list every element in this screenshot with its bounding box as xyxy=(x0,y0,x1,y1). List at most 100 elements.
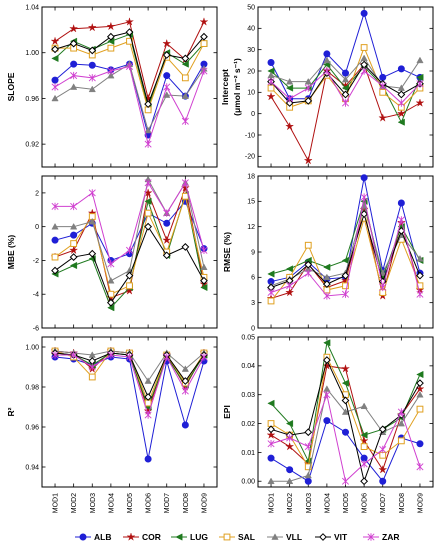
xtick-label-r2: MOD1 xyxy=(53,493,60,513)
point-ZAR xyxy=(379,283,387,292)
legend-item-VIT: VIT xyxy=(315,532,348,542)
point-ALB xyxy=(397,65,405,73)
point-ZAR xyxy=(88,74,96,82)
point-VIT xyxy=(181,377,190,385)
legend-item-ALB: ALB xyxy=(75,532,111,542)
point-ZAR xyxy=(304,442,312,451)
series-line-ZAR xyxy=(270,392,421,483)
point-VLL xyxy=(286,77,294,85)
series-line-ZAR xyxy=(54,65,205,146)
point-VLL xyxy=(267,477,275,485)
point-VIT xyxy=(51,266,59,275)
point-LUG xyxy=(416,370,424,379)
point-COR xyxy=(378,113,388,122)
legend-label-LUG: LUG xyxy=(190,532,208,542)
ytick-label-intercept: 40 xyxy=(247,26,255,33)
legend-label-ALB: ALB xyxy=(94,532,111,542)
ytick-label-rmse: 3 xyxy=(251,300,255,307)
point-VLL xyxy=(341,408,350,415)
legend-item-ZAR: ZAR xyxy=(363,532,399,542)
point-VLL xyxy=(144,377,152,384)
point-ZAR xyxy=(286,282,294,290)
point-SAL xyxy=(397,437,405,445)
point-ZAR xyxy=(323,67,331,75)
ylabel-epi: EPI xyxy=(222,405,232,419)
point-VIT xyxy=(322,280,331,288)
point-VIT xyxy=(322,356,331,364)
series-SAL-epi xyxy=(267,353,424,471)
xtick-label-r2: MOD9 xyxy=(201,493,208,513)
xtick-label-epi: MOD2 xyxy=(287,493,294,513)
point-VLL xyxy=(416,390,424,398)
point-ZAR xyxy=(267,77,275,86)
ytick-label-epi: 0.02 xyxy=(241,421,255,428)
point-ALB xyxy=(70,60,78,68)
ytick-label-epi: 0.04 xyxy=(241,363,255,370)
xtick-label-epi: MOD7 xyxy=(380,493,387,513)
point-COR xyxy=(285,287,295,297)
series-line-ALB xyxy=(54,356,205,460)
point-COR xyxy=(341,364,350,373)
point-COR xyxy=(162,235,172,244)
point-LUG xyxy=(267,270,275,278)
ytick-label-r2: 0.96 xyxy=(25,424,39,431)
point-ALB xyxy=(341,69,349,77)
point-VIT xyxy=(181,54,190,63)
legend-marker-SAL xyxy=(223,533,231,541)
point-ZAR xyxy=(416,463,424,471)
point-VIT xyxy=(51,45,59,54)
ytick-label-intercept: -10 xyxy=(245,132,255,139)
point-VIT xyxy=(267,425,275,434)
ytick-label-rmse: 9 xyxy=(251,249,255,256)
point-ALB xyxy=(379,477,387,485)
point-LUG xyxy=(181,60,189,68)
point-LUG xyxy=(341,84,349,92)
series-ZAR-epi xyxy=(267,390,424,485)
legend-label-ZAR: ZAR xyxy=(382,532,399,542)
ytick-label-slope: 0.92 xyxy=(25,142,39,149)
legend-marker-LUG xyxy=(175,533,183,541)
point-VIT xyxy=(304,428,313,437)
point-LUG xyxy=(341,379,349,387)
ytick-label-r2: 0.94 xyxy=(25,464,39,471)
point-VIT xyxy=(144,100,153,109)
point-ZAR xyxy=(304,84,312,92)
ylabel-r2: R² xyxy=(6,407,16,416)
ytick-label-mbe: 2 xyxy=(35,190,39,197)
point-VIT xyxy=(162,251,171,260)
point-SAL xyxy=(360,443,368,451)
point-ZAR xyxy=(125,246,134,255)
ytick-label-intercept: -20 xyxy=(245,154,255,161)
point-COR xyxy=(125,17,134,26)
point-VIT xyxy=(181,243,190,251)
ytick-label-slope: 0.96 xyxy=(25,96,39,103)
series-ZAR-slope xyxy=(51,62,208,148)
point-VIT xyxy=(397,90,406,99)
point-COR xyxy=(162,38,172,48)
xtick-label-epi: MOD6 xyxy=(362,493,369,513)
point-ZAR xyxy=(341,290,350,298)
point-ZAR xyxy=(397,408,405,416)
legend-marker-VIT xyxy=(319,533,327,541)
panel-slope: 0.92 0.96 1.00 1.04 SLOPE xyxy=(6,4,218,168)
ylabel-mbe: MBE (%) xyxy=(6,235,16,270)
point-ZAR xyxy=(416,80,424,88)
point-ZAR xyxy=(286,434,294,442)
ytick-label-intercept: 30 xyxy=(247,47,255,54)
xtick-label-epi: MOD9 xyxy=(417,493,424,513)
point-ALB xyxy=(416,440,424,448)
point-ALB xyxy=(181,421,189,429)
point-VLL xyxy=(416,56,424,64)
point-VIT xyxy=(144,222,153,231)
series-line-ALB xyxy=(270,177,421,283)
point-VIT xyxy=(416,271,424,280)
ytick-label-rmse: 12 xyxy=(247,224,255,231)
point-SAL xyxy=(88,373,96,381)
xtick-label-r2: MOD7 xyxy=(164,493,171,513)
point-COR xyxy=(87,22,97,32)
panel-r2: 0.94 0.96 0.98 1.00 MOD1 MOD2 MOD3 MOD4 MOD5 MOD6… xyxy=(6,336,218,513)
point-COR xyxy=(69,245,79,255)
point-ALB xyxy=(304,477,312,485)
series-SAL-slope xyxy=(51,37,208,114)
